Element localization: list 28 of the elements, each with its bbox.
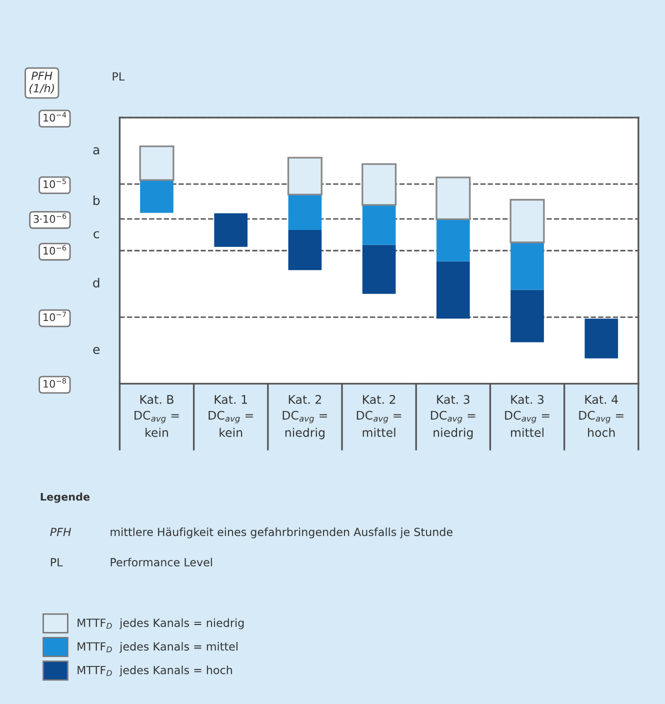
text: e bbox=[93, 346, 100, 354]
x-tick-label: Kat. 3 DC$_{avg}$ = niedrig bbox=[430, 395, 476, 440]
y-tick-label: 10$^{−6}$ bbox=[44, 245, 66, 255]
text: PFH bbox=[50, 528, 72, 536]
x-tick-label: Kat. 2 DC$_{avg}$ = niedrig bbox=[282, 395, 327, 440]
legend-label: MTTF$_{D}$ jedes Kanals = hoch bbox=[78, 666, 232, 676]
y-axis-title: PFH (1/h) bbox=[29, 72, 54, 94]
text: a bbox=[93, 147, 100, 154]
x-tick-label: Kat. 1 DC$_{avg}$ = kein bbox=[208, 395, 253, 437]
text: Performance Level bbox=[110, 558, 212, 566]
text: b bbox=[94, 195, 100, 206]
legend-label: MTTF$_{D}$ jedes Kanals = mittel bbox=[78, 642, 238, 653]
text: d bbox=[93, 278, 100, 288]
text: mittlere Häufigkeit eines gefahrbringenden Ausfalls je Stunde bbox=[110, 528, 452, 538]
x-tick-label: Kat. 2 DC$_{avg}$ = mittel bbox=[356, 395, 402, 437]
y-tick-label: 3·10$^{−6}$ bbox=[34, 213, 66, 223]
y-tick-label: 10$^{−8}$ bbox=[44, 378, 66, 388]
legend-label: MTTF$_{D}$ jedes Kanals = niedrig bbox=[78, 618, 244, 630]
text: PL bbox=[112, 72, 125, 81]
y-tick-label: 10$^{−4}$ bbox=[44, 112, 66, 122]
text: PL bbox=[50, 558, 63, 566]
x-tick-label: Kat. 3 DC$_{avg}$ = mittel bbox=[505, 395, 550, 437]
legend-title: Legende bbox=[40, 492, 90, 503]
x-tick-label: Kat. B DC$_{avg}$ = kein bbox=[134, 395, 179, 437]
x-tick-label: Kat. 4 DC$_{avg}$ = hoch bbox=[579, 395, 624, 437]
text: c bbox=[94, 231, 100, 238]
y-tick-label: 10$^{−5}$ bbox=[44, 178, 66, 188]
y-tick-label: 10$^{−7}$ bbox=[44, 312, 66, 322]
